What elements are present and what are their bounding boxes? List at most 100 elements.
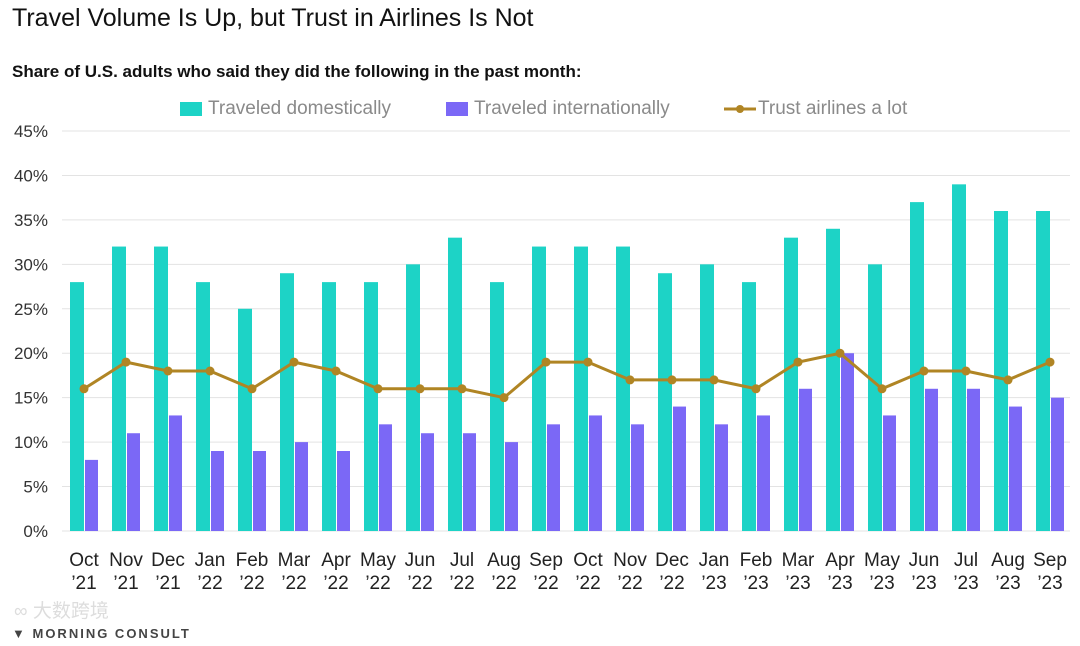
bar-international [799,388,812,531]
x-tick-label: Aug [487,550,521,571]
bar-domestic [532,246,546,532]
x-tick-label: Jan [195,550,226,571]
bar-domestic [952,184,966,532]
x-tick-label: Jun [909,550,940,571]
bar-international [757,415,770,531]
bar-domestic [70,282,84,531]
bar-domestic [910,202,924,531]
trust-point [583,357,593,367]
y-tick-label: 5% [23,478,48,497]
x-tick-label: Dec [655,550,689,571]
bar-international [295,442,308,531]
bar-international [337,451,350,531]
x-tick-label: ’22 [239,573,264,594]
trust-point [1045,357,1055,367]
x-tick-label: ’21 [71,573,96,594]
trust-point [919,366,929,376]
bar-domestic [616,246,630,532]
x-tick-label: Sep [1033,550,1067,571]
trust-point [79,384,89,394]
bar-domestic [448,237,462,531]
bar-domestic [364,282,378,531]
legend-line-marker [724,105,756,113]
bar-international [715,424,728,531]
trust-point [1003,375,1013,385]
trust-point [625,375,635,385]
trust-point [373,384,383,394]
bar-domestic [322,282,336,531]
bar-international [421,433,434,531]
legend-label: Traveled domestically [208,98,392,119]
trust-point [205,366,215,376]
x-tick-label: ’22 [449,573,474,594]
legend-label: Trust airlines a lot [758,98,908,119]
x-tick-label: ’22 [617,573,642,594]
bar-international [463,433,476,531]
trust-point [289,357,299,367]
trust-point [415,384,425,394]
x-tick-label: Nov [613,550,647,571]
trust-point [877,384,887,394]
bar-international [379,424,392,531]
y-tick-label: 45% [14,122,48,141]
bar-domestic [406,264,420,531]
x-tick-label: Jul [954,550,978,571]
watermark: ∞ 大数跨境 [14,601,109,622]
x-tick-label: Jan [699,550,730,571]
logo-text: MORNING CONSULT [32,626,191,641]
x-tick-label: ’23 [995,573,1020,594]
x-tick-label: ’22 [533,573,558,594]
legend-item-international: Traveled internationally [446,98,670,120]
x-tick-label: ’22 [197,573,222,594]
x-tick-label: ’21 [155,573,180,594]
trust-point [331,366,341,376]
bar-international [673,406,686,531]
legend-label: Traveled internationally [474,98,670,119]
bar-international [1051,397,1064,531]
bar-international [547,424,560,531]
x-tick-label: ’23 [701,573,726,594]
bar-international [1009,406,1022,531]
x-tick-label: ’22 [575,573,600,594]
trust-line [83,351,1051,400]
bar-domestic [574,246,588,532]
bar-domestic [826,228,840,531]
bar-international [841,353,854,531]
bar-domestic [280,273,294,531]
trust-point [163,366,173,376]
x-tick-label: Mar [782,550,815,571]
bar-domestic [658,273,672,531]
watermark-text: 大数跨境 [32,601,109,622]
morning-consult-logo: ▼ MORNING CONSULT [12,626,191,641]
x-tick-label: ’23 [869,573,894,594]
x-tick-label: Sep [529,550,563,571]
chart-title: Travel Volume Is Up, but Trust in Airlin… [12,4,534,32]
bar-domestic [238,308,252,531]
y-tick-label: 0% [23,522,48,541]
x-tick-label: ’23 [827,573,852,594]
bar-domestic [994,211,1008,531]
legend-item-domestic: Traveled domestically [180,98,391,120]
x-tick-label: ’23 [953,573,978,594]
trust-point [961,366,971,376]
x-tick-label: ’22 [407,573,432,594]
trust-point [793,357,803,367]
trust-point [121,357,131,367]
legend-item-trust: Trust airlines a lot [724,98,907,120]
bar-domestic [196,282,210,531]
y-tick-label: 20% [14,344,48,363]
bar-domestic [868,264,882,531]
y-tick-label: 25% [14,300,48,319]
bar-international [925,388,938,531]
bar-international [505,442,518,531]
x-tick-label: ’23 [911,573,936,594]
x-tick-label: ’23 [743,573,768,594]
y-tick-label: 35% [14,211,48,230]
trust-point [457,384,467,394]
x-tick-label: ’22 [491,573,516,594]
chart-subtitle: Share of U.S. adults who said they did t… [12,62,582,81]
trust-point [709,375,719,385]
bar-international [589,415,602,531]
legend-swatch [180,102,202,116]
